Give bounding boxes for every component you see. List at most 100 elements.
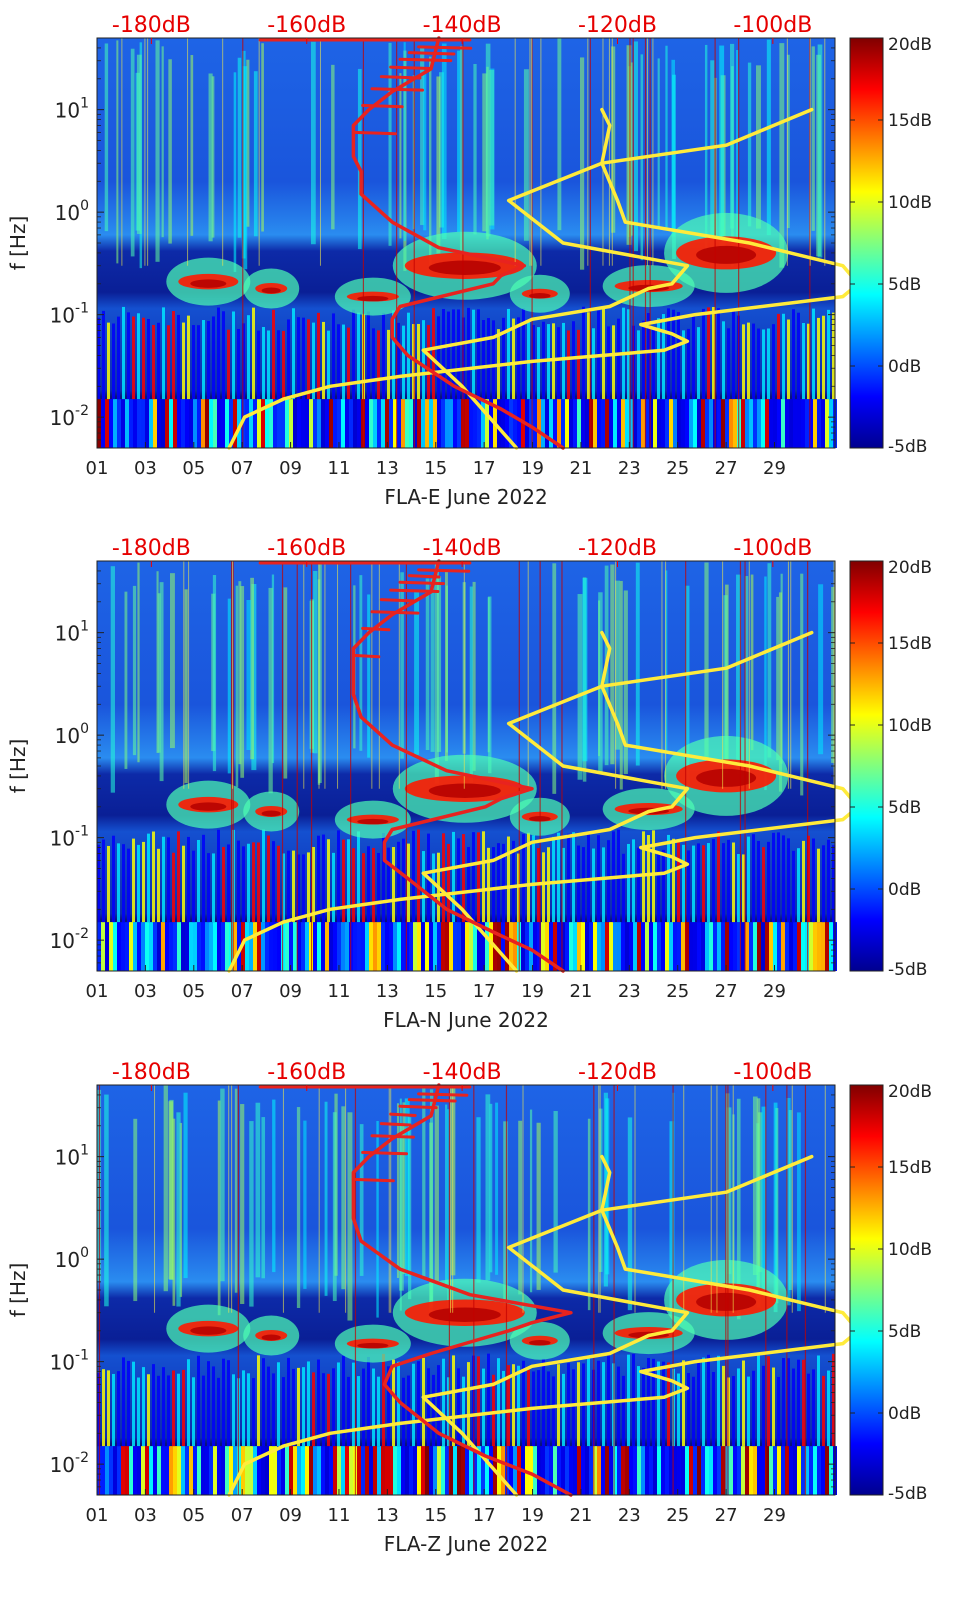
spectrogram-band-low xyxy=(681,399,685,448)
spectrogram-band-mid xyxy=(677,312,680,400)
spectrogram-band-mid xyxy=(197,325,200,400)
spectrogram-band-low xyxy=(737,1446,741,1495)
x-tick-label: 29 xyxy=(763,458,786,479)
y-tick-base: 10 xyxy=(50,929,75,953)
x-tick-label: 03 xyxy=(134,458,157,479)
spectrogram-band-low xyxy=(809,399,813,448)
colorbar-label: -5dB xyxy=(888,1484,927,1504)
spectrogram-streak xyxy=(156,571,159,753)
spectrogram-band-mid xyxy=(322,1373,325,1447)
spectrogram-band-mid xyxy=(202,1375,205,1447)
spectrogram-band-low xyxy=(457,399,461,448)
spectrogram-band-mid xyxy=(752,323,755,400)
y-tick-label: 101 xyxy=(55,1143,89,1170)
spectrogram-band-mid xyxy=(612,325,615,400)
spectrogram-band-mid xyxy=(307,319,310,400)
spectrogram-streak xyxy=(283,587,288,779)
spectrogram-band-low xyxy=(745,922,749,971)
spectrogram-band-low xyxy=(497,1446,501,1495)
spectrogram-streak xyxy=(170,573,175,749)
spectrogram-band-mid xyxy=(702,1357,705,1447)
spectrogram-streak xyxy=(552,563,557,794)
y-tick-label: 10-1 xyxy=(50,301,89,328)
spectrogram-band-low xyxy=(777,399,781,448)
spectrogram-band-low xyxy=(765,1446,769,1495)
spectrogram-band-low xyxy=(349,399,353,448)
x-tick-label: 29 xyxy=(763,981,786,1002)
spectrogram-band-low xyxy=(765,922,769,971)
spectrogram-band-low xyxy=(681,922,685,971)
spectrogram-streak xyxy=(303,1120,307,1289)
spectrogram-band-mid xyxy=(757,328,760,400)
spectrogram-band-low xyxy=(153,922,157,971)
y-tick-base: 10 xyxy=(50,1351,75,1375)
spectrogram-band-low xyxy=(533,922,537,971)
spectrogram-band-low xyxy=(105,1446,109,1495)
spectrogram-band-mid xyxy=(452,1355,455,1447)
spectrogram-band-mid xyxy=(752,1370,755,1447)
nhnm-curve xyxy=(227,107,861,450)
spectrogram-band-low xyxy=(357,399,361,448)
spectrogram-band-low xyxy=(653,1446,657,1495)
spectrogram-streak xyxy=(176,1112,181,1307)
spectrogram-band-mid xyxy=(422,1357,425,1447)
spectrogram-band-low xyxy=(101,922,105,971)
spectrogram-band-low xyxy=(433,1446,437,1495)
spectrogram-band-low xyxy=(305,922,309,971)
spectrogram-band-mid xyxy=(832,845,835,923)
spectrogram-streak xyxy=(399,1123,404,1291)
spectrogram-band-mid xyxy=(367,846,370,923)
spectrogram-streak xyxy=(296,1107,301,1308)
spectrogram-streak xyxy=(553,1111,558,1273)
spectrogram-band-low xyxy=(561,1446,565,1495)
spectrogram-band-low xyxy=(649,1446,653,1495)
spectrogram-band-mid xyxy=(652,327,655,400)
spectrogram-band-low xyxy=(733,1446,737,1495)
spectrogram-band-low xyxy=(797,1446,801,1495)
spectrogram-band-low xyxy=(137,1446,141,1495)
spectrogram-band-low xyxy=(249,1446,253,1495)
spectrogram-band-low xyxy=(633,1446,637,1495)
spectrogram-band-low xyxy=(377,922,381,971)
spectrogram-band-low xyxy=(309,1446,313,1495)
x-tick-label: 29 xyxy=(763,1505,786,1526)
spectrogram-band-low xyxy=(553,1446,557,1495)
spectrogram-streak xyxy=(756,1098,761,1308)
spectrogram-band-low xyxy=(457,1446,461,1495)
spectrogram-band-low xyxy=(217,1446,221,1495)
spectrogram-band-low xyxy=(605,1446,609,1495)
spectrogram-band-low xyxy=(457,922,461,971)
spectrogram-streak xyxy=(818,584,824,755)
spectrogram-band-mid xyxy=(207,1361,210,1447)
spectrogram-band-mid xyxy=(132,838,135,923)
spectrogram-band-low xyxy=(341,922,345,971)
spectrogram-streak xyxy=(161,46,164,238)
spectrogram-streak xyxy=(429,56,432,268)
spectrogram-band-mid xyxy=(722,843,725,923)
spectrogram-band-low xyxy=(829,922,833,971)
spectrogram-streak xyxy=(434,1105,439,1283)
spectrogram-band-low xyxy=(785,922,789,971)
spectrogram-band-low xyxy=(369,922,373,971)
spectrogram-streak xyxy=(615,580,620,750)
spectrogram-band-low xyxy=(641,399,645,448)
spectrogram-band-mid xyxy=(772,324,775,400)
spectrogram-streak xyxy=(800,573,804,796)
spectrogram-band-mid xyxy=(332,852,335,923)
spectrogram-band-low xyxy=(561,399,565,448)
y-tick-label: 10-2 xyxy=(50,403,89,430)
spectrogram-band-mid xyxy=(757,1354,760,1447)
spectrogram-band-low xyxy=(701,922,705,971)
spectrogram-band-mid xyxy=(687,1373,690,1447)
spectrogram-band-mid xyxy=(757,840,760,923)
spectrogram-band-mid xyxy=(707,843,710,923)
spectrogram-band-low xyxy=(109,922,113,971)
spectrogram-band-mid xyxy=(462,834,465,923)
spectrogram-band-low xyxy=(157,922,161,971)
spectrogram-band-mid xyxy=(307,852,310,923)
spectrogram-band-low xyxy=(293,922,297,971)
top-db-label: -160dB xyxy=(267,13,346,38)
spectrogram-band-low xyxy=(557,1446,561,1495)
spectrogram-streak xyxy=(132,585,137,756)
spectrogram-band-low xyxy=(281,399,285,448)
